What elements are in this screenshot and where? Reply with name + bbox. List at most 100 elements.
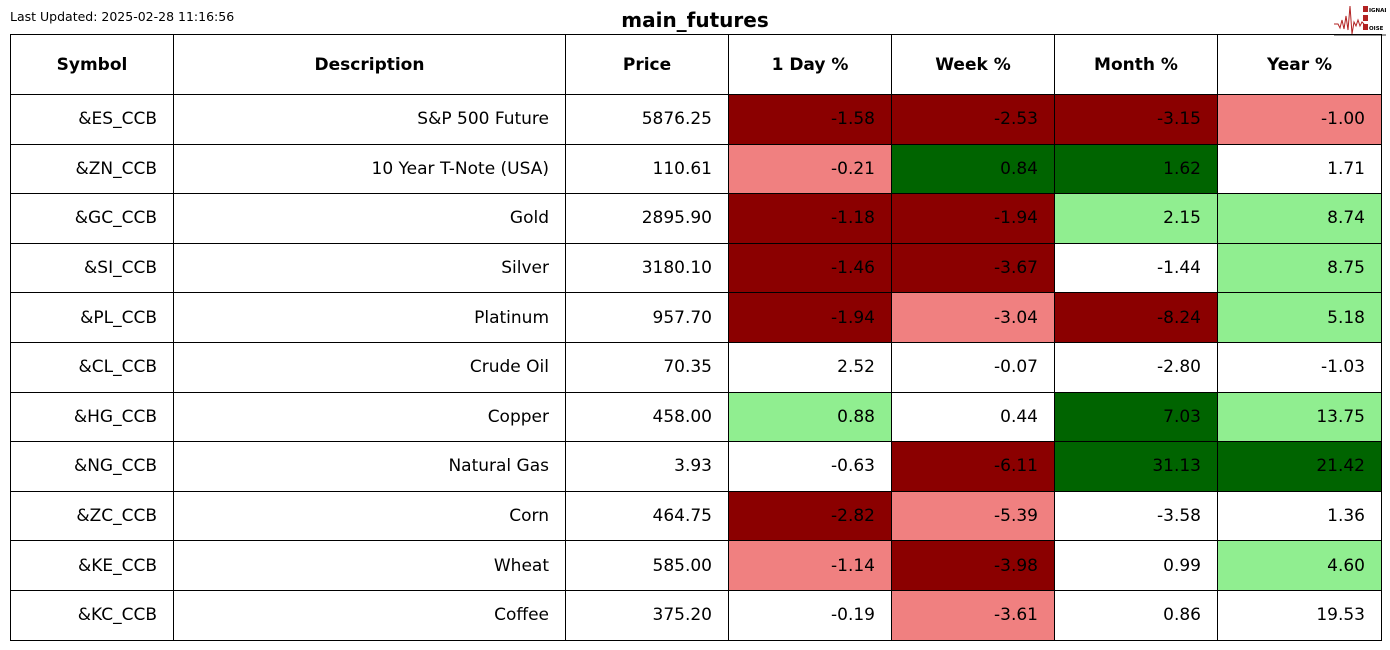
month-change-cell: 0.86: [1054, 589, 1218, 641]
description-cell: 10 Year T-Note (USA): [173, 143, 566, 195]
month-change-cell: -2.80: [1054, 341, 1218, 393]
description-cell: Coffee: [173, 589, 566, 641]
day-change-cell: -1.94: [728, 292, 892, 343]
week-change-cell: -0.07: [891, 341, 1055, 393]
table-row: &SI_CCB Silver 3180.10 -1.46 -3.67 -1.44 8.75: [10, 242, 1382, 294]
year-change-cell: 8.75: [1217, 242, 1382, 294]
description-cell: Crude Oil: [173, 341, 566, 393]
signal-2-noise-logo: IGNAL OISE: [1334, 5, 1386, 36]
table-row: &ZC_CCB Corn 464.75 -2.82 -5.39 -3.58 1.36: [10, 490, 1382, 542]
day-change-cell: -2.82: [728, 490, 892, 542]
symbol-cell: &ES_CCB: [10, 94, 174, 145]
table-row: &GC_CCB Gold 2895.90 -1.18 -1.94 2.15 8.74: [10, 193, 1382, 244]
year-change-cell: 4.60: [1217, 540, 1382, 591]
year-change-cell: 1.36: [1217, 490, 1382, 542]
symbol-cell: &PL_CCB: [10, 292, 174, 343]
day-change-cell: -1.18: [728, 193, 892, 244]
symbol-cell: &KC_CCB: [10, 589, 174, 641]
price-cell: 375.20: [565, 589, 729, 641]
column-header: Price: [565, 34, 729, 95]
year-change-cell: 21.42: [1217, 441, 1382, 492]
symbol-cell: &HG_CCB: [10, 391, 174, 443]
svg-text:OISE: OISE: [1369, 26, 1384, 32]
symbol-cell: &SI_CCB: [10, 242, 174, 294]
symbol-cell: &GC_CCB: [10, 193, 174, 244]
day-change-cell: -0.19: [728, 589, 892, 641]
month-change-cell: -8.24: [1054, 292, 1218, 343]
year-change-cell: 8.74: [1217, 193, 1382, 244]
price-cell: 464.75: [565, 490, 729, 542]
description-cell: Gold: [173, 193, 566, 244]
week-change-cell: -3.67: [891, 242, 1055, 294]
table-row: &PL_CCB Platinum 957.70 -1.94 -3.04 -8.24 5.18: [10, 292, 1382, 343]
year-change-cell: -1.00: [1217, 94, 1382, 145]
day-change-cell: -1.46: [728, 242, 892, 294]
description-cell: Platinum: [173, 292, 566, 343]
price-cell: 458.00: [565, 391, 729, 443]
week-change-cell: -6.11: [891, 441, 1055, 492]
year-change-cell: 13.75: [1217, 391, 1382, 443]
month-change-cell: -3.58: [1054, 490, 1218, 542]
price-cell: 2895.90: [565, 193, 729, 244]
month-change-cell: -1.44: [1054, 242, 1218, 294]
description-cell: Corn: [173, 490, 566, 542]
month-change-cell: 31.13: [1054, 441, 1218, 492]
svg-text:IGNAL: IGNAL: [1369, 8, 1386, 14]
futures-table: Symbol Description Price 1 Day % Week % Month…: [10, 34, 1382, 641]
last-updated: Last Updated: 2025-02-28 11:16:56: [10, 9, 235, 24]
year-change-cell: 1.71: [1217, 143, 1382, 195]
price-cell: 585.00: [565, 540, 729, 591]
symbol-cell: &ZN_CCB: [10, 143, 174, 195]
symbol-cell: &NG_CCB: [10, 441, 174, 492]
week-change-cell: -3.61: [891, 589, 1055, 641]
day-change-cell: -1.58: [728, 94, 892, 145]
description-cell: S&P 500 Future: [173, 94, 566, 145]
week-change-cell: -5.39: [891, 490, 1055, 542]
symbol-cell: &CL_CCB: [10, 341, 174, 393]
month-change-cell: 0.99: [1054, 540, 1218, 591]
description-cell: Natural Gas: [173, 441, 566, 492]
price-cell: 3180.10: [565, 242, 729, 294]
table-row: &CL_CCB Crude Oil 70.35 2.52 -0.07 -2.80 -1.03: [10, 341, 1382, 393]
description-cell: Wheat: [173, 540, 566, 591]
month-change-cell: -3.15: [1054, 94, 1218, 145]
month-change-cell: 1.62: [1054, 143, 1218, 195]
table-row: &KE_CCB Wheat 585.00 -1.14 -3.98 0.99 4.60: [10, 540, 1382, 591]
day-change-cell: -0.63: [728, 441, 892, 492]
week-change-cell: -3.04: [891, 292, 1055, 343]
price-cell: 957.70: [565, 292, 729, 343]
year-change-cell: -1.03: [1217, 341, 1382, 393]
week-change-cell: 0.84: [891, 143, 1055, 195]
description-cell: Copper: [173, 391, 566, 443]
column-header: Week %: [891, 34, 1055, 95]
table-row: &HG_CCB Copper 458.00 0.88 0.44 7.03 13.75: [10, 391, 1382, 443]
price-cell: 3.93: [565, 441, 729, 492]
column-header: Month %: [1054, 34, 1218, 95]
table-row: &KC_CCB Coffee 375.20 -0.19 -3.61 0.86 19.53: [10, 589, 1382, 641]
day-change-cell: -1.14: [728, 540, 892, 591]
day-change-cell: -0.21: [728, 143, 892, 195]
header-row: Symbol Description Price 1 Day % Week % Month…: [10, 34, 1382, 95]
week-change-cell: -3.98: [891, 540, 1055, 591]
day-change-cell: 0.88: [728, 391, 892, 443]
column-header: Description: [173, 34, 566, 95]
symbol-cell: &ZC_CCB: [10, 490, 174, 542]
week-change-cell: -1.94: [891, 193, 1055, 244]
price-cell: 70.35: [565, 341, 729, 393]
price-cell: 110.61: [565, 143, 729, 195]
week-change-cell: -2.53: [891, 94, 1055, 145]
table-row: &ES_CCB S&P 500 Future 5876.25 -1.58 -2.53 -3…: [10, 94, 1382, 145]
symbol-cell: &KE_CCB: [10, 540, 174, 591]
table-row: &NG_CCB Natural Gas 3.93 -0.63 -6.11 31.13 21.…: [10, 441, 1382, 492]
year-change-cell: 19.53: [1217, 589, 1382, 641]
column-header: Year %: [1217, 34, 1382, 95]
description-cell: Silver: [173, 242, 566, 294]
column-header: Symbol: [10, 34, 174, 95]
month-change-cell: 7.03: [1054, 391, 1218, 443]
table-row: &ZN_CCB 10 Year T-Note (USA) 110.61 -0.21 0.…: [10, 143, 1382, 195]
price-cell: 5876.25: [565, 94, 729, 145]
month-change-cell: 2.15: [1054, 193, 1218, 244]
column-header: 1 Day %: [728, 34, 892, 95]
week-change-cell: 0.44: [891, 391, 1055, 443]
table-title: main_futures: [621, 8, 769, 32]
